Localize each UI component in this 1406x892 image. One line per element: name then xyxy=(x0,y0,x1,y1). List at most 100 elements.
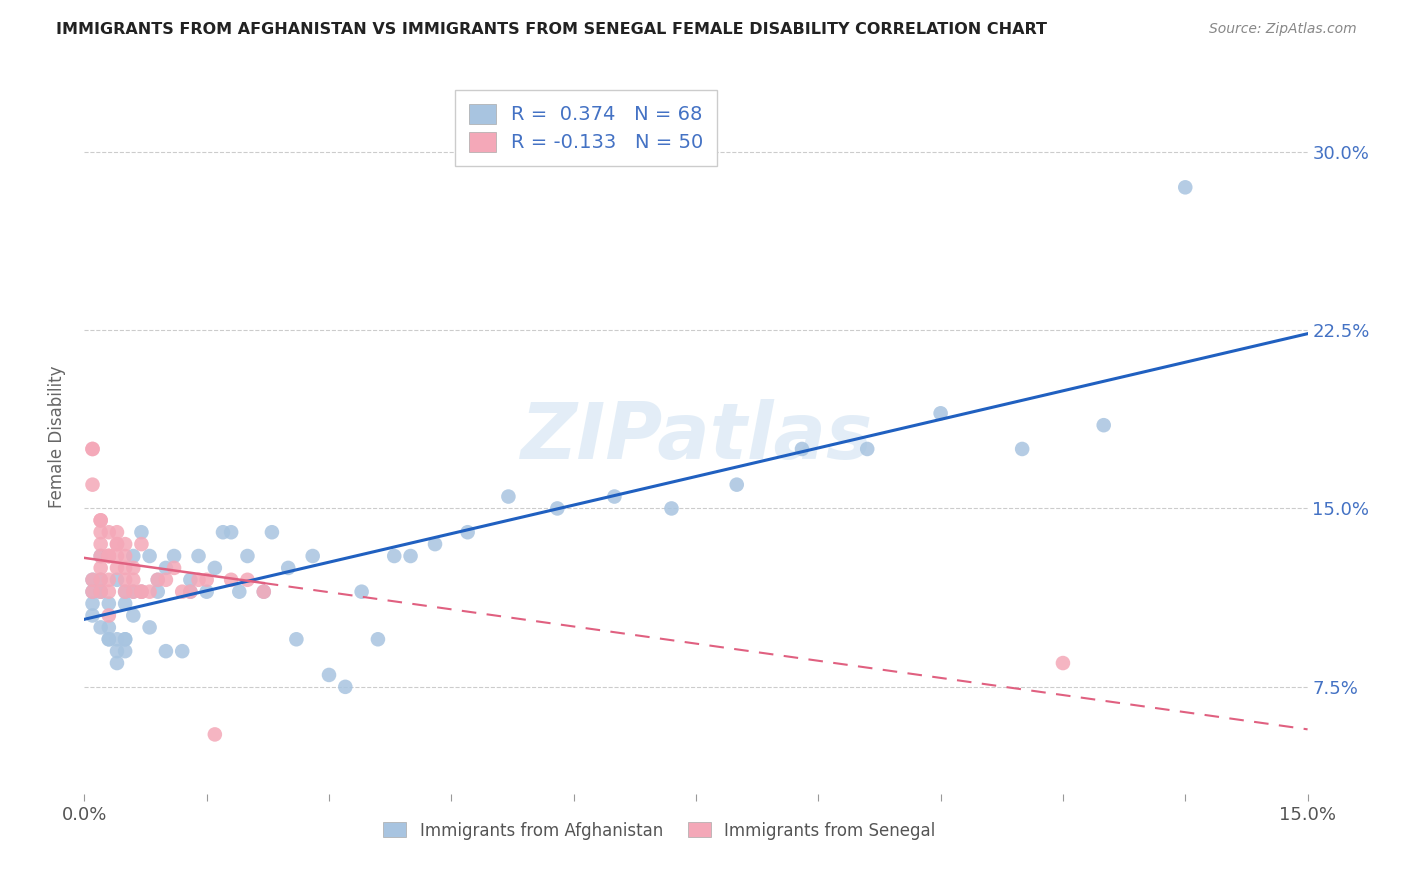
Point xyxy=(146,573,169,587)
Point xyxy=(195,573,218,587)
Point xyxy=(155,561,177,575)
Point xyxy=(90,513,112,527)
Point xyxy=(138,584,160,599)
Point xyxy=(163,549,186,563)
Point xyxy=(90,537,112,551)
Point xyxy=(97,549,120,563)
Point xyxy=(179,584,201,599)
Point xyxy=(114,561,136,575)
Point xyxy=(82,573,104,587)
Y-axis label: Female Disability: Female Disability xyxy=(48,366,66,508)
Point xyxy=(114,549,136,563)
Point xyxy=(131,537,153,551)
Point xyxy=(318,668,340,682)
Point xyxy=(187,549,209,563)
Point xyxy=(929,406,952,420)
Point xyxy=(335,680,357,694)
Point xyxy=(82,477,104,491)
Point xyxy=(285,632,308,647)
Point xyxy=(90,584,112,599)
Point xyxy=(155,573,177,587)
Point xyxy=(82,442,104,456)
Point xyxy=(423,537,446,551)
Point xyxy=(105,537,128,551)
Point xyxy=(1052,656,1074,670)
Point xyxy=(97,608,120,623)
Point xyxy=(236,573,259,587)
Point xyxy=(97,632,120,647)
Point xyxy=(382,549,405,563)
Point xyxy=(253,584,276,599)
Point xyxy=(114,644,136,658)
Point xyxy=(212,525,235,540)
Point xyxy=(105,537,128,551)
Point xyxy=(146,584,169,599)
Point xyxy=(187,573,209,587)
Point xyxy=(204,561,226,575)
Point xyxy=(97,597,120,611)
Point xyxy=(195,584,218,599)
Point xyxy=(399,549,422,563)
Point xyxy=(277,561,299,575)
Point xyxy=(498,490,520,504)
Point xyxy=(228,584,250,599)
Point xyxy=(1092,418,1115,433)
Text: ZIPatlas: ZIPatlas xyxy=(520,399,872,475)
Point xyxy=(122,584,145,599)
Text: IMMIGRANTS FROM AFGHANISTAN VS IMMIGRANTS FROM SENEGAL FEMALE DISABILITY CORRELA: IMMIGRANTS FROM AFGHANISTAN VS IMMIGRANT… xyxy=(56,22,1047,37)
Point xyxy=(219,525,242,540)
Point xyxy=(661,501,683,516)
Point xyxy=(90,573,112,587)
Legend: Immigrants from Afghanistan, Immigrants from Senegal: Immigrants from Afghanistan, Immigrants … xyxy=(377,815,942,847)
Point xyxy=(457,525,479,540)
Point xyxy=(122,584,145,599)
Point xyxy=(97,584,120,599)
Point xyxy=(179,584,201,599)
Point xyxy=(179,573,201,587)
Point xyxy=(82,608,104,623)
Point xyxy=(790,442,813,456)
Point xyxy=(90,549,112,563)
Point xyxy=(122,549,145,563)
Point xyxy=(82,597,104,611)
Point xyxy=(725,477,748,491)
Point xyxy=(114,584,136,599)
Point xyxy=(90,573,112,587)
Point xyxy=(131,584,153,599)
Point xyxy=(114,632,136,647)
Point xyxy=(122,561,145,575)
Point xyxy=(90,549,112,563)
Point xyxy=(131,584,153,599)
Point xyxy=(90,620,112,634)
Point xyxy=(105,525,128,540)
Point xyxy=(172,584,194,599)
Point xyxy=(90,513,112,527)
Point xyxy=(146,573,169,587)
Point xyxy=(204,727,226,741)
Point xyxy=(367,632,389,647)
Point xyxy=(260,525,283,540)
Point xyxy=(350,584,373,599)
Point xyxy=(97,549,120,563)
Point xyxy=(97,632,120,647)
Point xyxy=(1174,180,1197,194)
Point xyxy=(105,549,128,563)
Point xyxy=(105,573,128,587)
Point xyxy=(219,573,242,587)
Point xyxy=(236,549,259,563)
Point xyxy=(82,573,104,587)
Point xyxy=(122,573,145,587)
Point xyxy=(90,584,112,599)
Point xyxy=(97,620,120,634)
Point xyxy=(138,549,160,563)
Point xyxy=(546,501,568,516)
Point xyxy=(301,549,323,563)
Point xyxy=(131,584,153,599)
Point xyxy=(122,608,145,623)
Text: Source: ZipAtlas.com: Source: ZipAtlas.com xyxy=(1209,22,1357,37)
Point xyxy=(97,573,120,587)
Point xyxy=(105,644,128,658)
Point xyxy=(105,656,128,670)
Point xyxy=(114,573,136,587)
Point xyxy=(155,644,177,658)
